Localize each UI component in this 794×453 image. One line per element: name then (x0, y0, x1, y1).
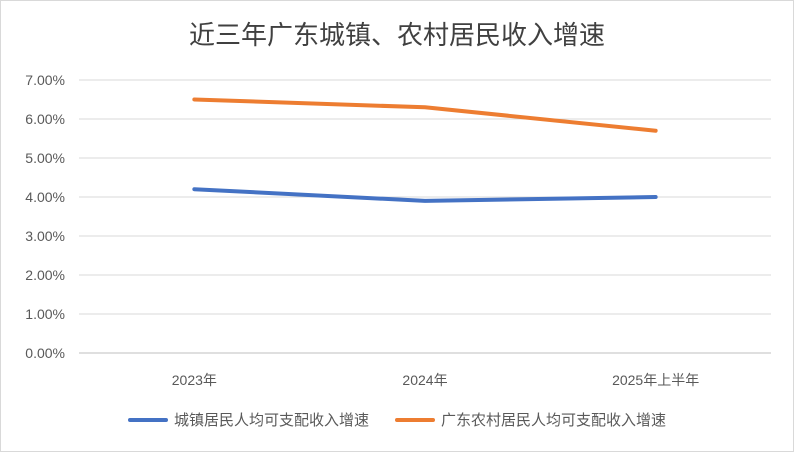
legend: 城镇居民人均可支配收入增速 广东农村居民人均可支配收入增速 (1, 409, 793, 430)
y-tick-label: 7.00% (25, 72, 65, 88)
y-tick-label: 6.00% (25, 111, 65, 127)
series-lines (192, 97, 658, 203)
chart-title: 近三年广东城镇、农村居民收入增速 (188, 21, 605, 51)
y-tick-label: 5.00% (25, 150, 65, 166)
x-tick-label: 2023年 (172, 372, 217, 388)
legend-label-rural: 广东农村居民人均可支配收入增速 (441, 411, 667, 429)
legend-swatch-rural (395, 417, 435, 422)
series-line-0 (192, 187, 658, 203)
x-tick-label: 2025年上半年 (612, 372, 699, 388)
y-tick-label: 1.00% (25, 306, 65, 322)
legend-swatch-urban (127, 417, 168, 422)
x-tick-label: 2024年 (402, 372, 447, 388)
y-tick-label: 2.00% (25, 267, 65, 283)
y-tick-label: 3.00% (25, 228, 65, 244)
legend-label-urban: 城镇居民人均可支配收入增速 (173, 411, 369, 429)
legend-item-urban: 城镇居民人均可支配收入增速 (127, 409, 369, 430)
x-axis-ticks: 2023年 2024年 2025年上半年 (172, 372, 699, 388)
y-axis-ticks: 0.00% 1.00% 2.00% 3.00% 4.00% 5.00% 6.00% 7.00% (25, 72, 65, 361)
series-line-1 (192, 97, 658, 133)
y-tick-label: 4.00% (25, 189, 65, 205)
y-tick-label: 0.00% (25, 345, 65, 361)
legend-item-rural: 广东农村居民人均可支配收入增速 (395, 409, 666, 430)
gridlines (79, 79, 771, 354)
